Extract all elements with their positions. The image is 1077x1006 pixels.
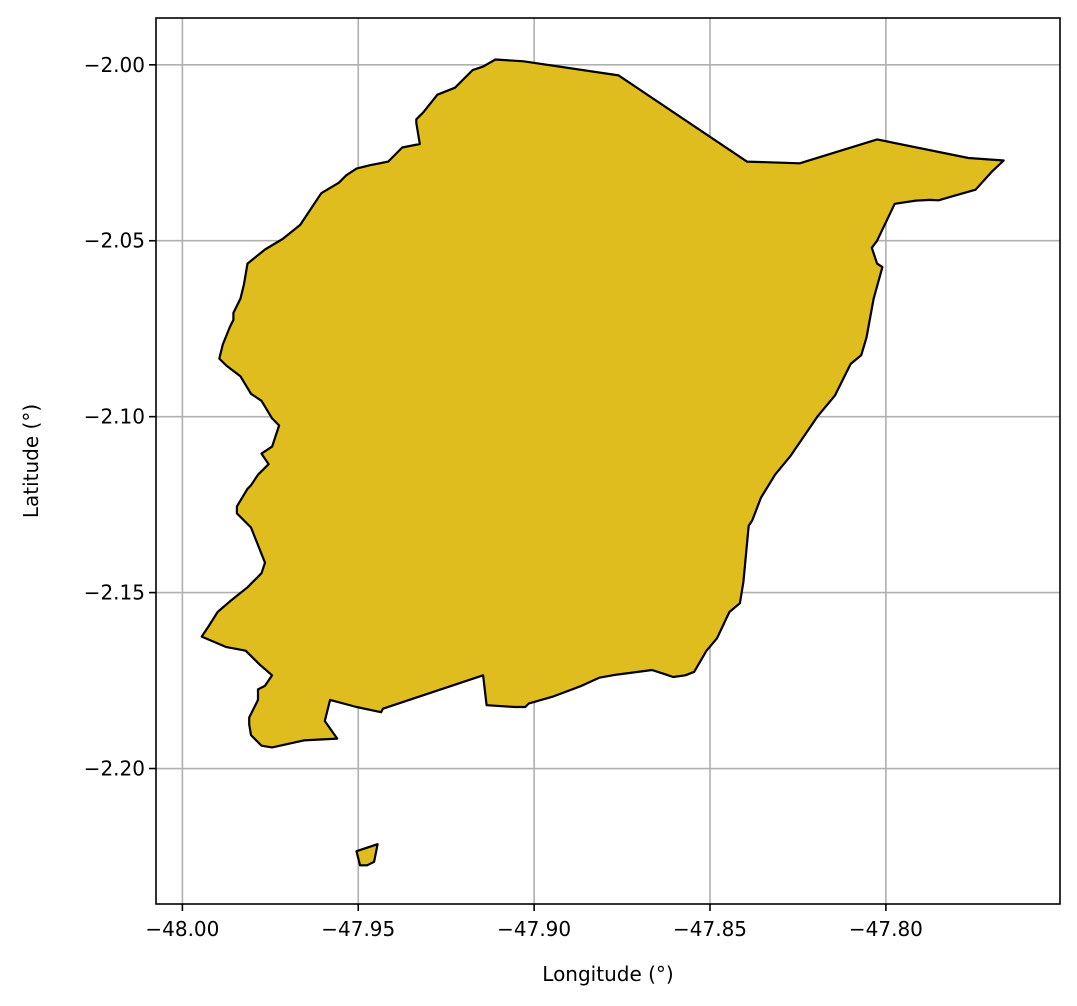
- y-tick-label: −2.10: [84, 405, 145, 429]
- y-tick-label: −2.00: [84, 53, 145, 77]
- x-tick-label: −47.90: [497, 917, 571, 941]
- x-axis-label: Longitude (°): [542, 962, 673, 986]
- y-tick-label: −2.05: [84, 229, 145, 253]
- x-tick-label: −48.00: [145, 917, 219, 941]
- x-tick-label: −47.80: [849, 917, 923, 941]
- x-tick-label: −47.95: [321, 917, 395, 941]
- region-polygon-mainland: [200, 58, 1005, 749]
- x-tick-label: −47.85: [673, 917, 747, 941]
- region-polygon-islet: [355, 843, 379, 867]
- y-tick-label: −2.20: [84, 757, 145, 781]
- region-polygons: [200, 58, 1005, 867]
- y-tick-label: −2.15: [84, 581, 145, 605]
- y-axis-label: Latitude (°): [19, 404, 43, 518]
- axis-ticks: −48.00 −47.95 −47.90 −47.85 −47.80 −2.00 −2.05…: [84, 53, 923, 941]
- plot-frame: [155, 17, 1061, 905]
